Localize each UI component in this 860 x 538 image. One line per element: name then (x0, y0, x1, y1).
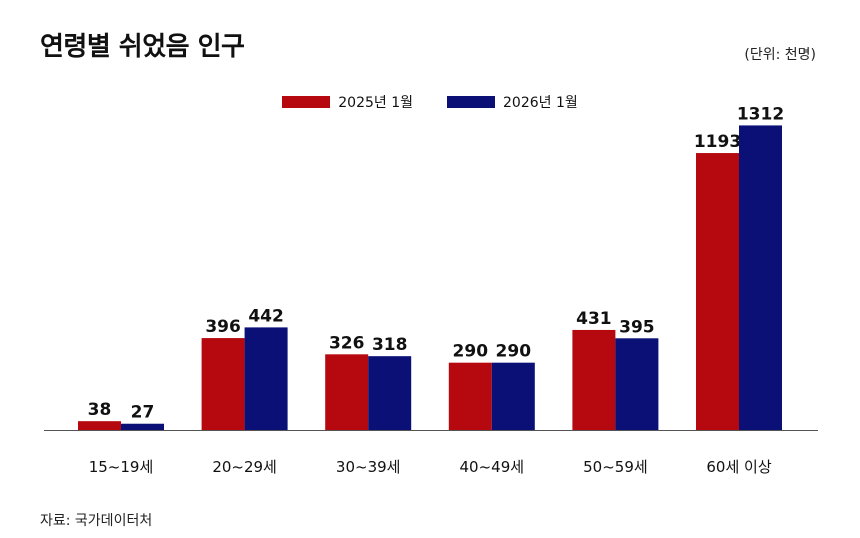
value-label-2026-50-59: 395 (619, 317, 655, 337)
bar-2026-40-49 (491, 362, 535, 430)
x-tick-label-50-59: 50~59세 (583, 458, 648, 476)
value-label-2025-40-49: 290 (453, 342, 489, 362)
bar-2025-60-plus (696, 153, 739, 430)
value-label-2025-60-plus: 1193 (694, 132, 741, 152)
value-label-2025-15-19: 38 (88, 400, 112, 420)
x-tick-label-15-19: 15~19세 (89, 458, 154, 476)
value-label-2026-15-19: 27 (131, 403, 155, 423)
bar-2026-50-59 (615, 338, 659, 430)
bar-2025-50-59 (572, 329, 616, 430)
x-tick-label-60-plus: 60세 이상 (706, 458, 771, 476)
value-label-2026-30-39: 318 (372, 335, 408, 355)
bar-2025-30-39 (325, 354, 369, 430)
bar-2025-40-49 (448, 362, 492, 430)
bar-2025-15-19 (78, 421, 121, 430)
bar-2026-15-19 (121, 423, 164, 430)
x-tick-label-30-39: 30~39세 (336, 458, 401, 476)
legend-label-2025: 2025년 1월 (338, 95, 413, 111)
bar-2026-60-plus (739, 125, 782, 430)
chart-title: 연령별 쉬었음 인구 (40, 32, 245, 62)
value-label-2026-40-49: 290 (496, 342, 532, 362)
value-label-2026-60-plus: 1312 (737, 104, 784, 124)
value-label-2025-50-59: 431 (576, 309, 612, 329)
legend-label-2026: 2026년 1월 (503, 95, 578, 111)
value-label-2026-20-29: 442 (248, 306, 284, 326)
bar-2026-20-29 (244, 327, 288, 430)
legend-item-2026: 2026년 1월 (447, 92, 578, 112)
legend-swatch-2026 (447, 96, 495, 108)
bar-2025-20-29 (201, 338, 245, 430)
x-tick-label-20-29: 20~29세 (212, 458, 277, 476)
legend-item-2025: 2025년 1월 (282, 92, 413, 112)
value-label-2025-30-39: 326 (329, 333, 365, 353)
x-tick-label-40-49: 40~49세 (460, 458, 525, 476)
value-label-2025-20-29: 396 (205, 317, 241, 337)
legend-swatch-2025 (282, 96, 331, 108)
bar-2026-30-39 (368, 356, 412, 430)
source-note: 자료: 국가데이터처 (40, 513, 153, 529)
unit-label: (단위: 천명) (744, 47, 816, 63)
legend: 2025년 1월 2026년 1월 (0, 92, 860, 112)
